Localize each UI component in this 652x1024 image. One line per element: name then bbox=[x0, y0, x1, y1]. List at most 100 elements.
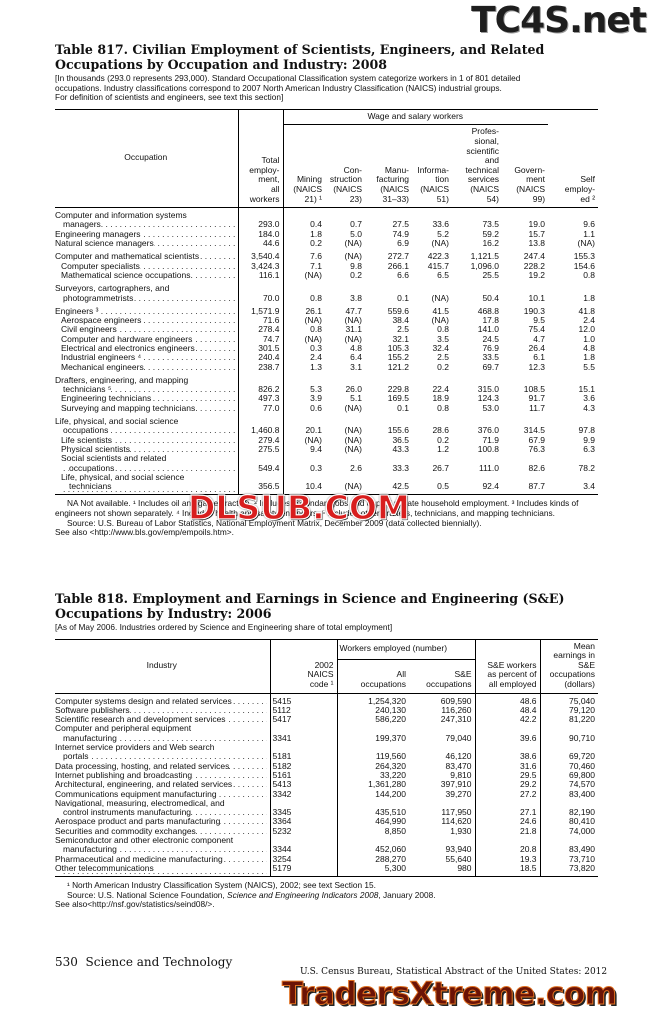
cell-value: 0.3 bbox=[282, 343, 325, 354]
cell-value: (NA) bbox=[344, 434, 362, 445]
cell-value: 0.4 bbox=[282, 207, 325, 230]
naics-code: 3344 bbox=[269, 836, 337, 855]
row-label-text: Surveying and mapping technicians bbox=[61, 403, 196, 413]
cell-value: 87.7 bbox=[528, 481, 546, 492]
cell-value: 980 bbox=[457, 862, 472, 873]
table-row: Engineering technicians 497.33.9 5.1 169.5 1… bbox=[55, 393, 598, 404]
table-row: Industrial engineers ⁴ 240.42.4 6.4 155.2 2.… bbox=[55, 352, 598, 363]
row-label-text: Communications equipment manufacturing bbox=[55, 789, 217, 799]
row-label: Pharmaceutical and medicine manufacturin… bbox=[55, 854, 270, 864]
row-label: Civil engineers bbox=[55, 325, 238, 335]
cell-value: 155.2 bbox=[387, 352, 409, 363]
cell-value: 6.5 bbox=[437, 269, 449, 280]
watermark: DLSUB.COM bbox=[187, 487, 410, 527]
row-label-text: Electrical and electronics engineers bbox=[61, 343, 195, 353]
cell-value: 5.3 bbox=[282, 371, 325, 395]
cell-value: 6.4 bbox=[350, 352, 362, 363]
row-label-text: Architectural, engineering, and related … bbox=[55, 780, 233, 790]
row-label-text: Computer and mathematical scientists bbox=[55, 251, 200, 262]
cell-value: 116.1 bbox=[237, 270, 283, 281]
cell-value: 32.1 bbox=[392, 333, 409, 344]
column-header: Mean earnings in S&E occupations (dollar… bbox=[539, 639, 599, 694]
row-label: Internet publishing and broadcasting bbox=[55, 770, 270, 780]
column-header: Self employ- ed ² bbox=[548, 109, 599, 209]
row-label-text: Aerospace engineers bbox=[61, 316, 142, 326]
cell-value: (NA) bbox=[344, 481, 362, 492]
see-also: See also<http://nsf.gov/statistics/seind… bbox=[55, 899, 215, 910]
source-part: Source: U.S. National Science Foundation… bbox=[67, 889, 228, 900]
column-header: S&E workers as percent of all employed bbox=[474, 639, 541, 694]
cell-value: 121.2 bbox=[387, 361, 409, 372]
cell-value: 82,190 bbox=[539, 798, 599, 818]
table-title: Table 818. Employment and Earnings in Sc… bbox=[55, 591, 565, 621]
cell-value: 415.7 bbox=[427, 260, 449, 271]
cell-value: 124.3 bbox=[477, 393, 499, 404]
cell-value: (NA) bbox=[282, 435, 325, 445]
table-section: Table 817. Civilian Employment of Scient… bbox=[55, 42, 599, 538]
cell-value: 0.5 bbox=[437, 481, 449, 492]
headnote: [As of May 2006. Industries ordered by S… bbox=[55, 622, 393, 632]
cell-value: 1,254,320 bbox=[336, 693, 409, 706]
row-label-text: Computer and hardware engineers bbox=[61, 334, 193, 344]
cell-value: 26.1 bbox=[282, 302, 325, 317]
cell-value: 0.2 bbox=[437, 361, 449, 372]
cell-value: 9.6 bbox=[583, 219, 596, 230]
table-row: Social scientists and related occupation… bbox=[55, 454, 598, 473]
data-table: Industry 2002 NAICS code ¹ Workers employe… bbox=[55, 638, 599, 878]
cell-value: 10.4 bbox=[282, 472, 325, 495]
cell-value: 293.0 bbox=[237, 207, 283, 230]
naics-code: 5182 bbox=[269, 761, 337, 771]
row-label: Surveyors, cartographers, and photogramm… bbox=[55, 280, 238, 303]
cell-value: 0.2 bbox=[350, 269, 362, 280]
cell-value: 10.1 bbox=[528, 292, 546, 303]
cell-value: 8,850 bbox=[336, 826, 409, 837]
table-row: Scientific research and development serv… bbox=[55, 714, 599, 725]
cell-value: 1.2 bbox=[437, 443, 449, 454]
cell-value: 79,040 bbox=[445, 732, 472, 743]
cell-value: 5.5 bbox=[583, 361, 596, 372]
cell-value: 826.2 bbox=[237, 371, 283, 395]
table-row: Computer and hardware engineers74.7(NA)(… bbox=[55, 333, 598, 344]
table-title: Table 817. Civilian Employment of Scient… bbox=[55, 42, 545, 72]
row-label-text: Pharmaceutical and medicine manufacturin… bbox=[55, 854, 223, 864]
cell-value: 70.0 bbox=[237, 280, 283, 303]
cell-value: 114,620 bbox=[441, 816, 472, 827]
header-row: Occupation Total employ- ment, all worker… bbox=[55, 109, 599, 209]
cell-value: 184.0 bbox=[237, 229, 283, 240]
naics-code: 3342 bbox=[269, 789, 337, 799]
cell-value: 155.6 bbox=[387, 425, 409, 436]
row-label: Computer and peripheral equipment manufa… bbox=[55, 724, 270, 743]
cell-value: (NA) bbox=[577, 238, 596, 249]
column-header: All occupations bbox=[336, 659, 409, 694]
cell-value: 20.8 bbox=[474, 836, 541, 855]
cell-value: 3.9 bbox=[282, 394, 325, 404]
naics-code: 3254 bbox=[269, 854, 337, 864]
cell-value: 38.6 bbox=[474, 743, 541, 762]
cell-value: 0.1 bbox=[397, 402, 409, 413]
cell-value: 5,300 bbox=[336, 863, 409, 877]
table-row: Aerospace engineers71.6(NA)(NA)38.4(NA)1… bbox=[55, 315, 598, 326]
cell-value: 1.1 bbox=[583, 228, 596, 239]
cell-value: 5.0 bbox=[350, 228, 362, 239]
cell-value: 24.6 bbox=[474, 817, 541, 827]
row-label-text: Mechanical engineers bbox=[61, 362, 144, 372]
row-label-text: Computer systems design and related serv… bbox=[55, 695, 232, 706]
cell-value: 39,270 bbox=[445, 788, 472, 799]
row-label: Semiconductor and other electronic compo… bbox=[55, 836, 270, 855]
page-footer-source: U.S. Census Bureau, Statistical Abstract… bbox=[300, 967, 608, 977]
cell-value: 47.7 bbox=[345, 305, 362, 316]
cell-value: 6.3 bbox=[583, 443, 596, 454]
table-row: Civil engineers278.40.831.12.50.8141.075… bbox=[55, 325, 598, 335]
cell-value: 549.4 bbox=[237, 454, 283, 473]
data-table: Occupation Total employ- ment, all worker… bbox=[55, 108, 599, 496]
cell-value: 154.6 bbox=[573, 260, 596, 271]
naics-code: 5161 bbox=[269, 770, 337, 781]
cell-value: 1,096.0 bbox=[470, 260, 499, 271]
cell-value: 7.1 bbox=[282, 261, 325, 271]
cell-value: 25.5 bbox=[482, 269, 499, 280]
row-label: Life scientists bbox=[55, 435, 238, 445]
table-body: Computer and information systems manager… bbox=[55, 207, 598, 495]
row-label: Drafters, engineering, and mapping techn… bbox=[55, 372, 238, 395]
table-row: Life, physical, and social science occup… bbox=[55, 413, 598, 436]
